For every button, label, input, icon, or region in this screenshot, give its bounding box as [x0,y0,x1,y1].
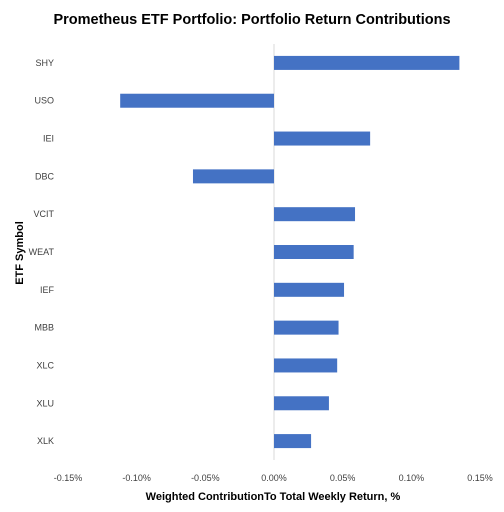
category-label-xlu: XLU [36,398,54,408]
x-tick-label: 0.05% [330,473,356,483]
x-tick-labels: -0.15% -0.10% -0.05% 0.00% 0.05% 0.10% 0.15% [54,473,493,483]
category-label-xlc: XLC [36,360,54,370]
x-tick-label: 0.00% [261,473,287,483]
bar-ief [274,282,345,297]
bar-weat [274,245,354,259]
category-label-weat: WEAT [29,247,55,257]
category-labels: SHY USO IEI DBC VCIT WEAT IEF MBB XLC XLU XLK [29,58,55,446]
x-tick-label: 0.15% [467,473,493,483]
category-label-xlk: XLK [37,436,54,446]
category-label-vcit: VCIT [33,209,54,219]
bars [120,55,460,449]
x-tick-label: -0.10% [122,473,151,483]
x-axis-title: Weighted ContributionTo Total Weekly Ret… [146,491,401,503]
bar-uso [120,93,274,108]
x-tick-label: 0.10% [399,473,425,483]
bar-vcit [274,207,356,222]
category-label-ief: IEF [40,285,55,295]
category-label-uso: USO [34,96,54,106]
y-axis-title: ETF Symbol [14,221,26,285]
x-tick-label: -0.15% [54,473,83,483]
bar-shy [274,55,460,70]
bar-dbc [192,169,274,184]
category-label-shy: SHY [35,58,54,68]
bar-xlk [274,434,312,449]
category-label-mbb: MBB [34,323,54,333]
bar-mbb [274,320,339,335]
category-label-iei: IEI [43,134,54,144]
bar-xlc [274,358,338,373]
bar-xlu [274,396,329,411]
bar-iei [274,131,371,146]
chart-title: Prometheus ETF Portfolio: Portfolio Retu… [53,12,450,28]
category-label-dbc: DBC [35,171,55,181]
x-tick-label: -0.05% [191,473,220,483]
